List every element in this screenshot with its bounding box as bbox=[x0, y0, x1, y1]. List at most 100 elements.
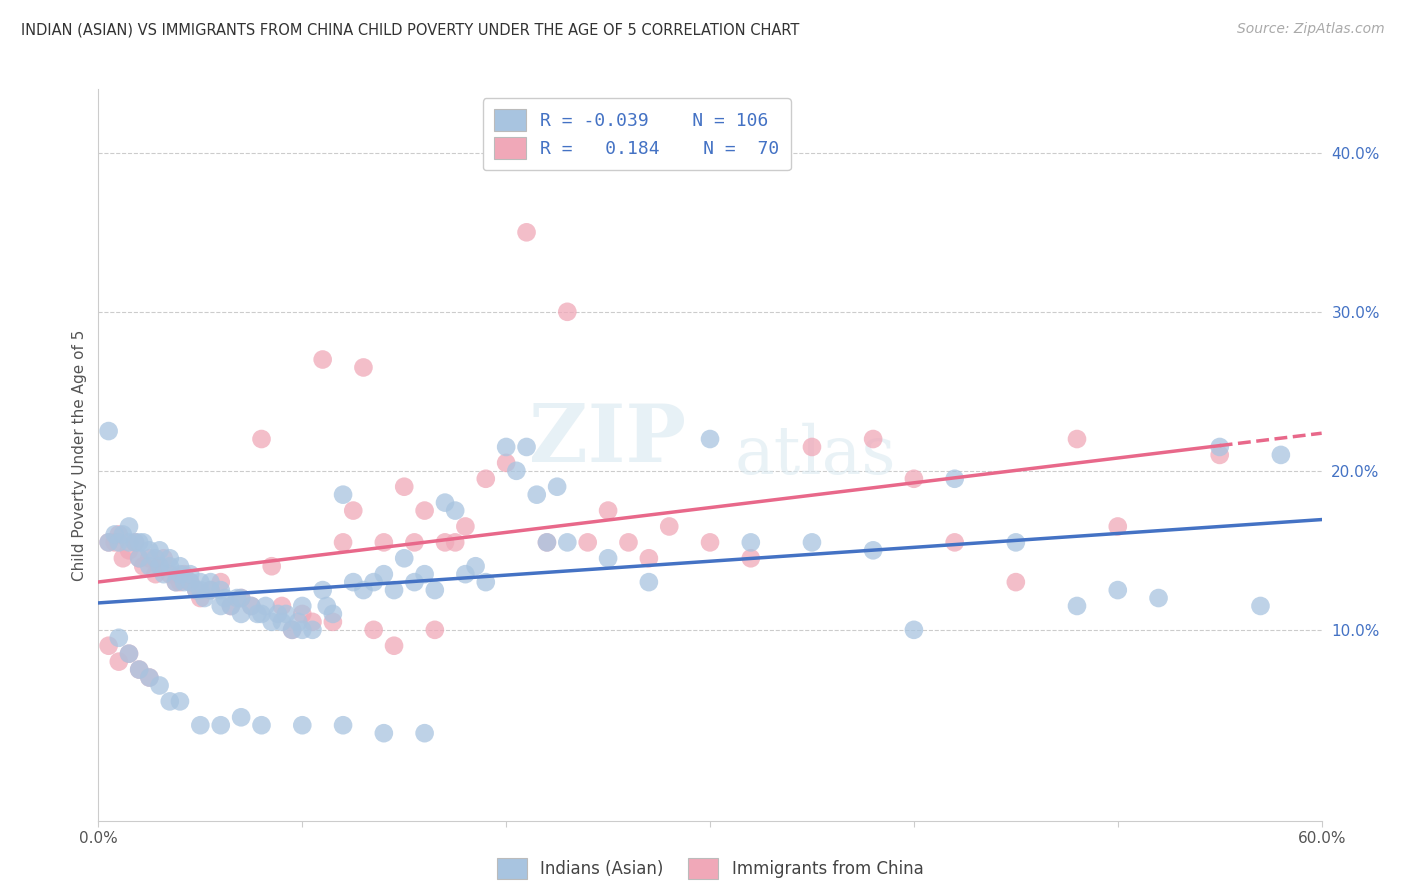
Point bbox=[128, 663, 150, 677]
Text: ZIP: ZIP bbox=[529, 401, 686, 479]
Point bbox=[287, 615, 309, 629]
Point bbox=[332, 535, 354, 549]
Point bbox=[301, 615, 323, 629]
Point bbox=[699, 432, 721, 446]
Point bbox=[250, 718, 273, 732]
Point bbox=[128, 551, 150, 566]
Point bbox=[373, 726, 395, 740]
Point bbox=[267, 607, 290, 621]
Point bbox=[200, 583, 222, 598]
Point bbox=[179, 575, 201, 590]
Point bbox=[363, 575, 385, 590]
Point bbox=[149, 678, 172, 692]
Point bbox=[1147, 591, 1170, 605]
Point bbox=[138, 671, 160, 685]
Point bbox=[188, 583, 212, 598]
Point bbox=[152, 551, 174, 566]
Point bbox=[1249, 599, 1271, 613]
Point bbox=[862, 543, 884, 558]
Point bbox=[413, 726, 436, 740]
Point bbox=[108, 535, 131, 549]
Point bbox=[801, 535, 824, 549]
Point bbox=[342, 503, 364, 517]
Point bbox=[454, 567, 477, 582]
Point bbox=[97, 639, 120, 653]
Point bbox=[382, 583, 405, 598]
Point bbox=[1209, 448, 1232, 462]
Point bbox=[801, 440, 824, 454]
Point bbox=[1004, 575, 1026, 590]
Point bbox=[124, 535, 146, 549]
Point bbox=[413, 503, 436, 517]
Point bbox=[149, 559, 172, 574]
Point bbox=[188, 718, 212, 732]
Point bbox=[188, 575, 212, 590]
Point bbox=[138, 671, 160, 685]
Point bbox=[165, 575, 187, 590]
Point bbox=[231, 591, 253, 605]
Point bbox=[434, 495, 457, 509]
Point bbox=[291, 718, 314, 732]
Point bbox=[322, 615, 344, 629]
Point bbox=[169, 567, 191, 582]
Point bbox=[145, 567, 167, 582]
Point bbox=[97, 535, 120, 549]
Point bbox=[149, 559, 172, 574]
Point bbox=[260, 559, 283, 574]
Point bbox=[1107, 519, 1129, 533]
Text: Source: ZipAtlas.com: Source: ZipAtlas.com bbox=[1237, 22, 1385, 37]
Point bbox=[322, 607, 344, 621]
Point bbox=[404, 535, 426, 549]
Point bbox=[301, 623, 323, 637]
Point bbox=[209, 583, 232, 598]
Point bbox=[454, 519, 477, 533]
Point bbox=[423, 583, 446, 598]
Point bbox=[382, 639, 405, 653]
Point bbox=[404, 575, 426, 590]
Point bbox=[138, 559, 160, 574]
Point bbox=[536, 535, 558, 549]
Point bbox=[699, 535, 721, 549]
Point bbox=[617, 535, 640, 549]
Point bbox=[169, 575, 191, 590]
Point bbox=[128, 535, 150, 549]
Point bbox=[270, 615, 294, 629]
Point bbox=[638, 575, 661, 590]
Point bbox=[352, 360, 374, 375]
Point bbox=[159, 567, 181, 582]
Legend: Indians (Asian), Immigrants from China: Indians (Asian), Immigrants from China bbox=[489, 852, 931, 886]
Point bbox=[108, 655, 131, 669]
Point bbox=[658, 519, 681, 533]
Point bbox=[219, 599, 242, 613]
Point bbox=[209, 575, 232, 590]
Point bbox=[111, 551, 134, 566]
Point bbox=[943, 535, 966, 549]
Point bbox=[373, 567, 395, 582]
Point bbox=[1107, 583, 1129, 598]
Point bbox=[557, 535, 579, 549]
Point bbox=[598, 503, 620, 517]
Point bbox=[250, 432, 273, 446]
Point bbox=[312, 352, 335, 367]
Point bbox=[274, 607, 297, 621]
Point bbox=[740, 551, 762, 566]
Point bbox=[165, 575, 187, 590]
Text: atlas: atlas bbox=[734, 422, 896, 488]
Point bbox=[111, 527, 134, 541]
Point bbox=[312, 583, 335, 598]
Point bbox=[1209, 440, 1232, 454]
Point bbox=[179, 575, 201, 590]
Point bbox=[740, 535, 762, 549]
Point bbox=[332, 488, 354, 502]
Point bbox=[240, 599, 263, 613]
Point bbox=[173, 567, 195, 582]
Point bbox=[943, 472, 966, 486]
Point bbox=[1066, 599, 1088, 613]
Point bbox=[214, 591, 236, 605]
Point bbox=[444, 535, 467, 549]
Point bbox=[209, 718, 232, 732]
Point bbox=[240, 599, 263, 613]
Point bbox=[108, 527, 131, 541]
Point bbox=[332, 718, 354, 732]
Point bbox=[281, 623, 304, 637]
